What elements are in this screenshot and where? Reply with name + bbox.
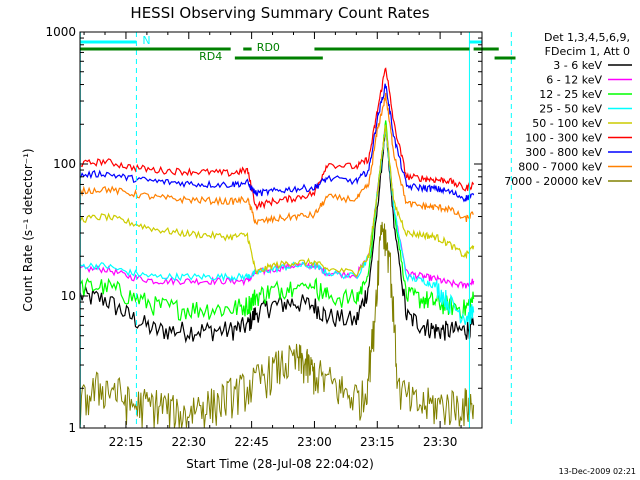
flag-label-rd0: RD0 — [257, 41, 280, 54]
series-line-7 — [79, 83, 475, 203]
series-line-9 — [79, 221, 475, 429]
axis-ticks-group: 22:15 22:30 22:45 23:00 23:15 23:30 1 10 100 1000 — [45, 25, 482, 449]
series-line-4 — [79, 126, 475, 325]
x-tick-label-2: 22:30 — [171, 435, 206, 449]
flag-label-rd4: RD4 — [199, 50, 222, 63]
flag-label-n: N — [142, 34, 150, 47]
legend-label-2: 6 - 12 keV — [546, 74, 602, 87]
y-tick-label-3: 100 — [53, 157, 76, 171]
y-axis-label: Count Rate (s⁻¹ detector⁻¹) — [21, 148, 35, 311]
plot-series-group — [79, 67, 475, 429]
x-tick-label-3: 22:45 — [234, 435, 269, 449]
x-tick-label-4: 23:00 — [297, 435, 332, 449]
legend-label-4: 25 - 50 keV — [539, 103, 602, 116]
y-tick-label-1: 1 — [68, 421, 76, 435]
series-line-5 — [79, 124, 475, 278]
legend-label-6: 100 - 300 keV — [525, 132, 602, 145]
legend-label-1: 3 - 6 keV — [553, 59, 602, 72]
x-tick-label-6: 23:30 — [423, 435, 458, 449]
x-tick-label-5: 23:15 — [360, 435, 395, 449]
legend-label-9: 7000 - 20000 keV — [504, 175, 602, 188]
date-stamp: 13-Dec-2009 02:21 — [559, 467, 636, 476]
legend-label-5: 50 - 100 keV — [532, 117, 602, 130]
chart-title: HESSI Observing Summary Count Rates — [130, 4, 429, 22]
flag-bars-group: N RD0 RD4 — [79, 32, 516, 428]
legend-label-3: 12 - 25 keV — [539, 88, 602, 101]
legend-header-line-2: FDecim 1, Att 0 — [545, 45, 630, 58]
x-tick-label-1: 22:15 — [109, 435, 144, 449]
y-tick-label-4: 1000 — [45, 25, 76, 39]
legend-label-7: 300 - 800 keV — [525, 146, 602, 159]
series-line-8 — [79, 92, 474, 226]
plot-frame — [79, 31, 483, 429]
y-tick-label-2: 10 — [61, 289, 76, 303]
legend-header-line-1: Det 1,3,4,5,6,9, — [544, 31, 630, 44]
series-line-6 — [80, 67, 475, 211]
legend: Det 1,3,4,5,6,9, FDecim 1, Att 0 3 - 6 k… — [504, 31, 632, 188]
series-line-1 — [79, 125, 475, 344]
series-line-3 — [79, 120, 475, 321]
x-axis-label: Start Time (28-Jul-08 22:04:02) — [186, 457, 374, 471]
legend-label-8: 800 - 7000 keV — [518, 161, 602, 174]
